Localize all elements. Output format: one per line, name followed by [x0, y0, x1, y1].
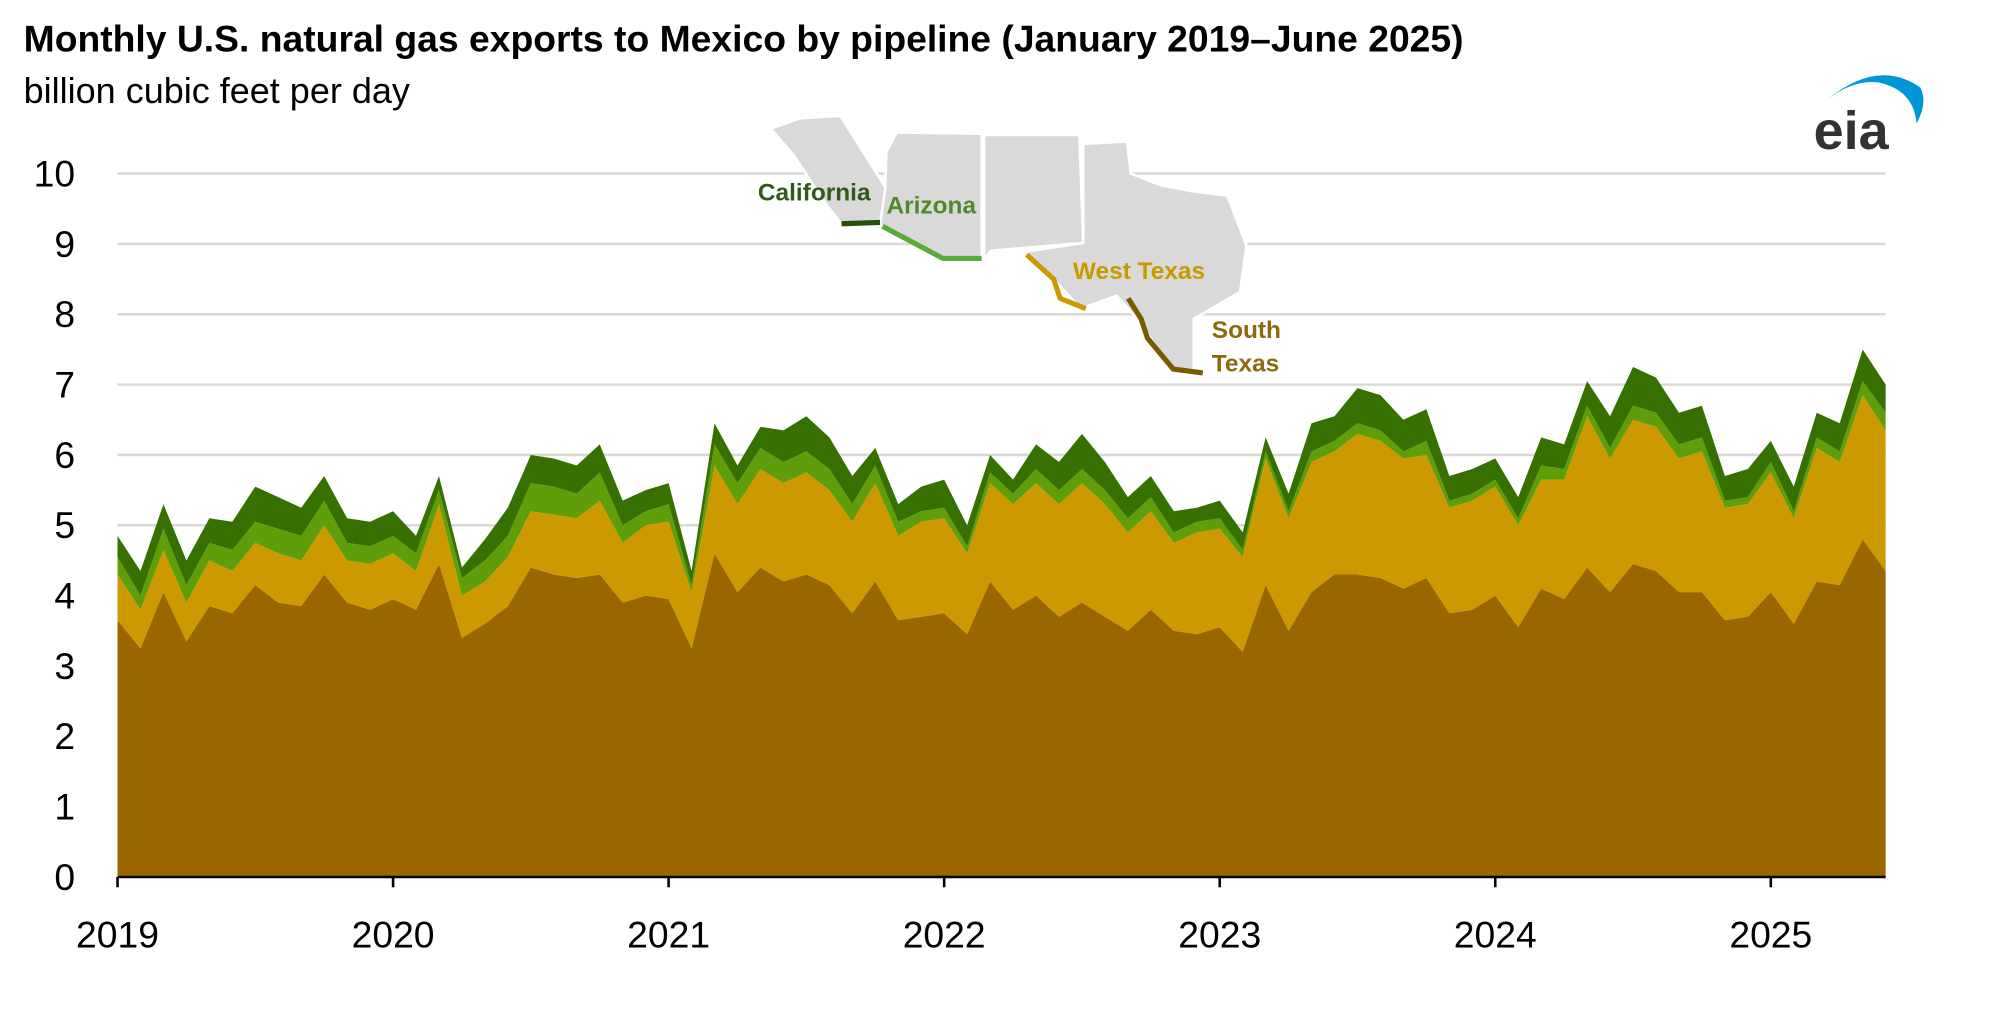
area-west-texas — [117, 395, 1886, 652]
legend-south-texas: South Texas — [1212, 317, 1281, 377]
arizona-pipeline-line — [881, 224, 982, 262]
y-tick-label: 0 — [54, 856, 75, 898]
y-tick-label: 9 — [54, 223, 75, 265]
x-tick-label: 2020 — [352, 914, 435, 956]
y-tick-label: 5 — [54, 504, 75, 546]
area-arizona — [117, 381, 1886, 610]
california-pipeline-line — [841, 219, 881, 227]
eia-logo: eia — [1814, 75, 1924, 161]
y-tick-label: 7 — [54, 363, 75, 405]
x-tick-label: 2025 — [1729, 914, 1812, 956]
map-new-mexico — [982, 133, 1085, 264]
x-tick-label: 2024 — [1454, 914, 1537, 956]
x-tick-label: 2021 — [627, 914, 710, 956]
logo-swoosh — [1826, 75, 1924, 124]
map-inset: California Arizona West Texas South Texas — [758, 114, 1281, 378]
axes: 2019 2020 2021 2022 2023 2024 2025 — [76, 875, 1886, 956]
stacked-areas — [117, 349, 1886, 877]
y-tick-label: 6 — [54, 434, 75, 476]
west-texas-pipeline-line — [1024, 252, 1087, 312]
chart-subtitle: billion cubic feet per day — [24, 70, 410, 111]
chart-title: Monthly U.S. natural gas exports to Mexi… — [24, 17, 1464, 59]
x-tick-label: 2019 — [76, 914, 159, 956]
legend-california: California — [758, 180, 871, 207]
svg-text:eia: eia — [1814, 101, 1890, 161]
x-tick-label: 2022 — [903, 914, 986, 956]
legend-west-texas: West Texas — [1073, 258, 1205, 285]
area-south-texas — [117, 539, 1886, 877]
y-tick-label: 8 — [54, 293, 75, 335]
y-tick-label: 10 — [34, 152, 75, 194]
y-tick-label: 1 — [54, 786, 75, 828]
x-tick-label: 2023 — [1178, 914, 1261, 956]
y-tick-label: 3 — [54, 645, 75, 687]
y-tick-label: 4 — [54, 574, 75, 616]
legend-arizona: Arizona — [886, 192, 976, 219]
y-tick-label: 2 — [54, 715, 75, 757]
south-texas-pipeline-line — [1126, 296, 1204, 376]
area-california — [117, 349, 1886, 596]
